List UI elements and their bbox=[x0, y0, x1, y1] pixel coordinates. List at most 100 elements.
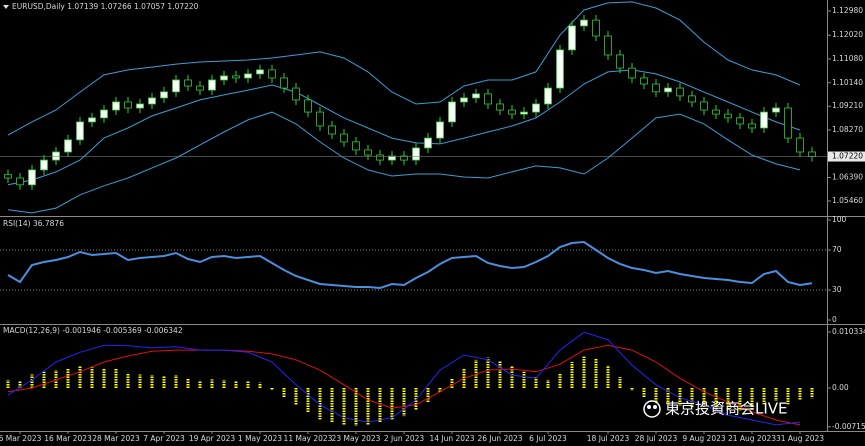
y-tick-label: 1.08270 bbox=[832, 125, 863, 134]
x-tick-label: 31 Aug 2023 bbox=[776, 434, 824, 443]
candle-body bbox=[424, 137, 432, 149]
candle-body bbox=[40, 159, 48, 171]
candle-body bbox=[784, 107, 792, 139]
y-tick-label: -0.007159 bbox=[832, 422, 865, 431]
candle-body bbox=[4, 174, 12, 179]
candle-body bbox=[748, 123, 756, 129]
candle-body bbox=[664, 87, 672, 93]
candle-body bbox=[64, 139, 72, 153]
y-tick-label: 1.11080 bbox=[832, 54, 863, 63]
macd-line bbox=[7, 344, 801, 426]
candle-body bbox=[496, 103, 504, 111]
watermark: 東京投資商会LIVE bbox=[643, 400, 788, 418]
candle-body bbox=[208, 79, 216, 91]
candle-body bbox=[244, 73, 252, 79]
candle-body bbox=[460, 97, 468, 103]
last-price-box bbox=[828, 151, 865, 162]
candle-body bbox=[772, 107, 780, 113]
candle-body bbox=[340, 133, 348, 143]
candle-body bbox=[700, 101, 708, 111]
x-tick-label: 6 Mar 2023 bbox=[0, 434, 42, 443]
band-upper bbox=[7, 1, 801, 136]
y-tick-label: 1.05460 bbox=[832, 196, 863, 205]
candle-body bbox=[184, 79, 192, 87]
candle-body bbox=[112, 101, 120, 111]
y-tick-label: 1.09210 bbox=[832, 101, 863, 110]
y-tick-label: 1.10140 bbox=[832, 78, 863, 87]
x-tick-label: 23 May 2023 bbox=[332, 434, 381, 443]
rsi-line bbox=[7, 240, 813, 290]
candle-body bbox=[508, 109, 516, 115]
candle-body bbox=[256, 69, 264, 75]
y-tick-label: 0.00 bbox=[832, 383, 849, 392]
candle-body bbox=[388, 155, 396, 161]
x-tick-label: 1 May 2023 bbox=[238, 434, 282, 443]
candle-body bbox=[160, 91, 168, 99]
candle-body bbox=[484, 93, 492, 105]
candle-body bbox=[28, 169, 36, 186]
x-tick-label: 26 Jun 2023 bbox=[477, 434, 522, 443]
y-tick-label: 0 bbox=[832, 315, 837, 324]
candle-body bbox=[268, 69, 276, 79]
candle-body bbox=[280, 77, 288, 89]
candle-body bbox=[712, 109, 720, 115]
candle-body bbox=[688, 95, 696, 103]
candle-body bbox=[88, 117, 96, 123]
x-tick-label: 2 Jun 2023 bbox=[384, 434, 425, 443]
candle-body bbox=[652, 83, 660, 93]
y-tick-label: 30 bbox=[832, 285, 842, 294]
candle-body bbox=[604, 35, 612, 56]
candle-body bbox=[808, 151, 816, 157]
watermark-icon-dot bbox=[647, 405, 651, 409]
x-tick-label: 28 Mar 2023 bbox=[92, 434, 140, 443]
x-tick-label: 21 Aug 2023 bbox=[728, 434, 776, 443]
candle-body bbox=[736, 117, 744, 125]
x-tick-label: 28 Jul 2023 bbox=[635, 434, 678, 443]
candle-body bbox=[556, 49, 564, 89]
candle-body bbox=[616, 54, 624, 69]
candle-body bbox=[172, 79, 180, 93]
candle-body bbox=[592, 19, 600, 37]
candle-body bbox=[364, 149, 372, 156]
candle-body bbox=[724, 113, 732, 119]
x-tick-label: 16 Mar 2023 bbox=[44, 434, 92, 443]
candle-body bbox=[292, 87, 300, 101]
candle-body bbox=[352, 141, 360, 151]
y-tick-label: 0.010334 bbox=[832, 327, 865, 336]
candle-body bbox=[544, 87, 552, 105]
y-tick-label: 1.12020 bbox=[832, 30, 863, 39]
candle-body bbox=[640, 77, 648, 85]
macd-line bbox=[7, 331, 801, 426]
candle-body bbox=[124, 101, 132, 109]
y-tick-label: 70 bbox=[832, 245, 842, 254]
candle-body bbox=[760, 111, 768, 129]
x-tick-label: 6 Jul 2023 bbox=[529, 434, 567, 443]
candle-body bbox=[220, 75, 228, 81]
candle-body bbox=[304, 99, 312, 113]
watermark-text: 東京投資商会LIVE bbox=[665, 400, 788, 418]
y-tick-label: 1.06390 bbox=[832, 173, 863, 182]
candle-body bbox=[196, 85, 204, 91]
watermark-icon bbox=[643, 400, 661, 418]
candle-body bbox=[520, 111, 528, 115]
candle-body bbox=[136, 103, 144, 109]
candle-body bbox=[436, 121, 444, 139]
x-tick-label: 11 May 2023 bbox=[284, 434, 333, 443]
candle-body bbox=[448, 101, 456, 123]
candle-body bbox=[628, 67, 636, 79]
symbol-icon bbox=[3, 5, 9, 9]
candle-body bbox=[580, 19, 588, 27]
x-tick-label: 19 Apr 2023 bbox=[189, 434, 236, 443]
candle-body bbox=[16, 177, 24, 186]
x-tick-label: 14 Jun 2023 bbox=[429, 434, 474, 443]
candle-body bbox=[568, 25, 576, 51]
candle-body bbox=[100, 109, 108, 119]
macd-title: MACD(12,26,9) -0.001946 -0.005369 -0.006… bbox=[3, 326, 183, 335]
candle-body bbox=[532, 103, 540, 113]
symbol: EURUSD,Daily bbox=[12, 2, 65, 11]
candle-body bbox=[328, 125, 336, 135]
candle-body bbox=[472, 93, 480, 99]
